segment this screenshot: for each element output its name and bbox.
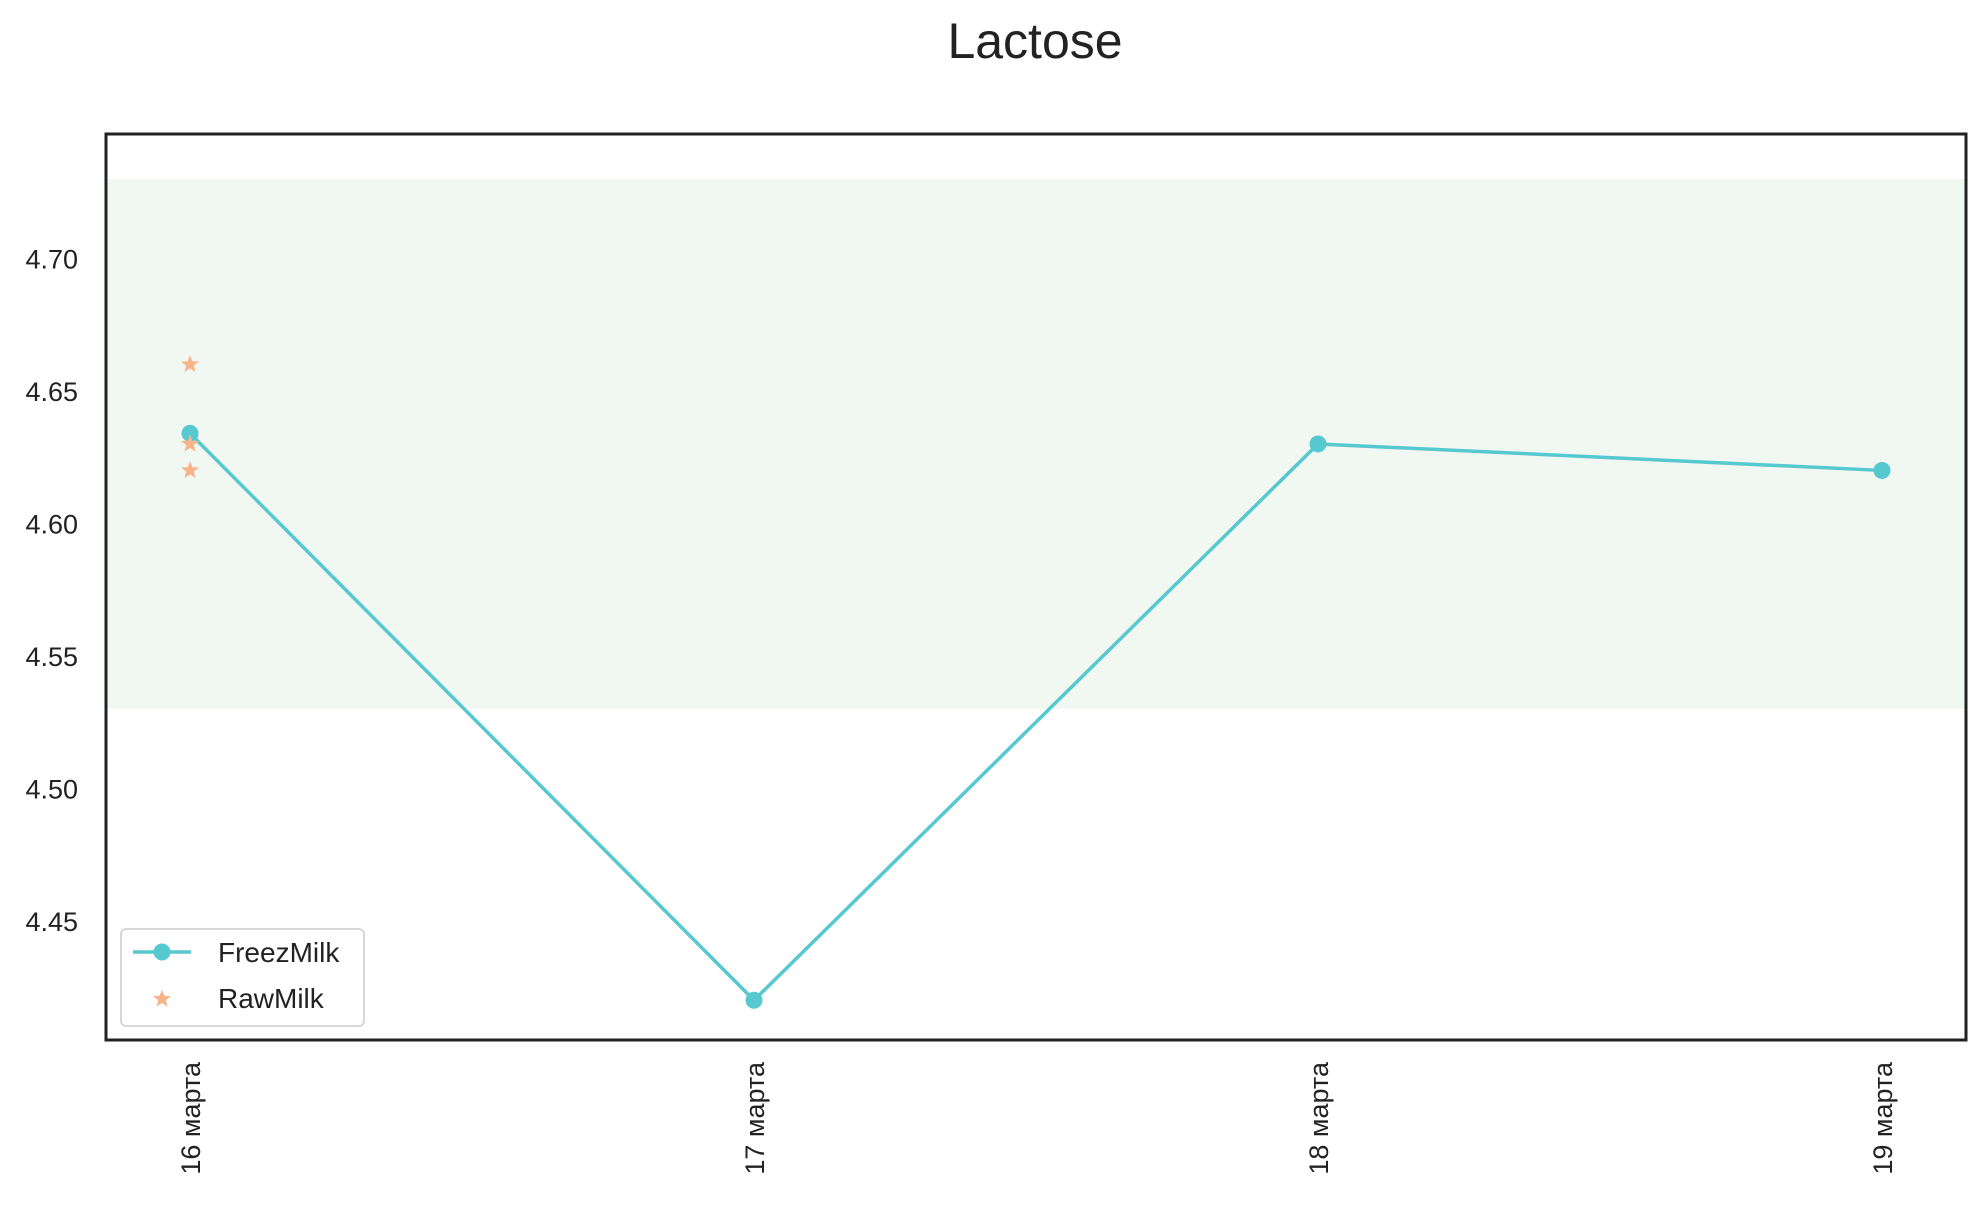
y-tick-label: 4.70 xyxy=(25,245,78,275)
x-tick-label: 17 марта xyxy=(740,1061,770,1175)
data-point-freezmilk xyxy=(1309,435,1327,453)
y-tick-label: 4.60 xyxy=(25,509,78,539)
data-point-freezmilk xyxy=(181,424,199,442)
series-line-freezmilk xyxy=(188,432,1883,1003)
legend-label: RawMilk xyxy=(218,983,325,1014)
plot-frame xyxy=(104,132,1968,1042)
legend-marker-freezmilk xyxy=(153,943,171,961)
reference-band xyxy=(106,179,1966,709)
chart-title: Lactose xyxy=(947,13,1122,69)
data-point-rawmilk xyxy=(180,460,200,479)
x-tick-label: 19 марта xyxy=(1868,1061,1898,1175)
data-point-freezmilk xyxy=(1873,461,1891,479)
legend-label: FreezMilk xyxy=(218,937,340,968)
x-axis: 16 марта 17 марта 18 марта 19 марта xyxy=(176,1061,1898,1175)
y-tick-label: 4.50 xyxy=(25,774,78,804)
plot-series xyxy=(180,354,1891,1009)
legend: FreezMilk RawMilk xyxy=(120,928,365,1027)
data-point-freezmilk xyxy=(745,991,763,1009)
y-tick-label: 4.45 xyxy=(25,907,78,937)
x-tick-label: 18 марта xyxy=(1304,1061,1334,1175)
data-point-rawmilk xyxy=(180,354,200,373)
x-tick-label: 16 марта xyxy=(176,1061,206,1175)
y-tick-label: 4.65 xyxy=(25,377,78,407)
legend-marker-rawmilk xyxy=(152,989,172,1007)
y-axis: 4.45 4.50 4.55 4.60 4.65 4.70 xyxy=(25,245,78,937)
data-point-rawmilk xyxy=(180,434,200,452)
y-tick-label: 4.55 xyxy=(25,642,78,672)
